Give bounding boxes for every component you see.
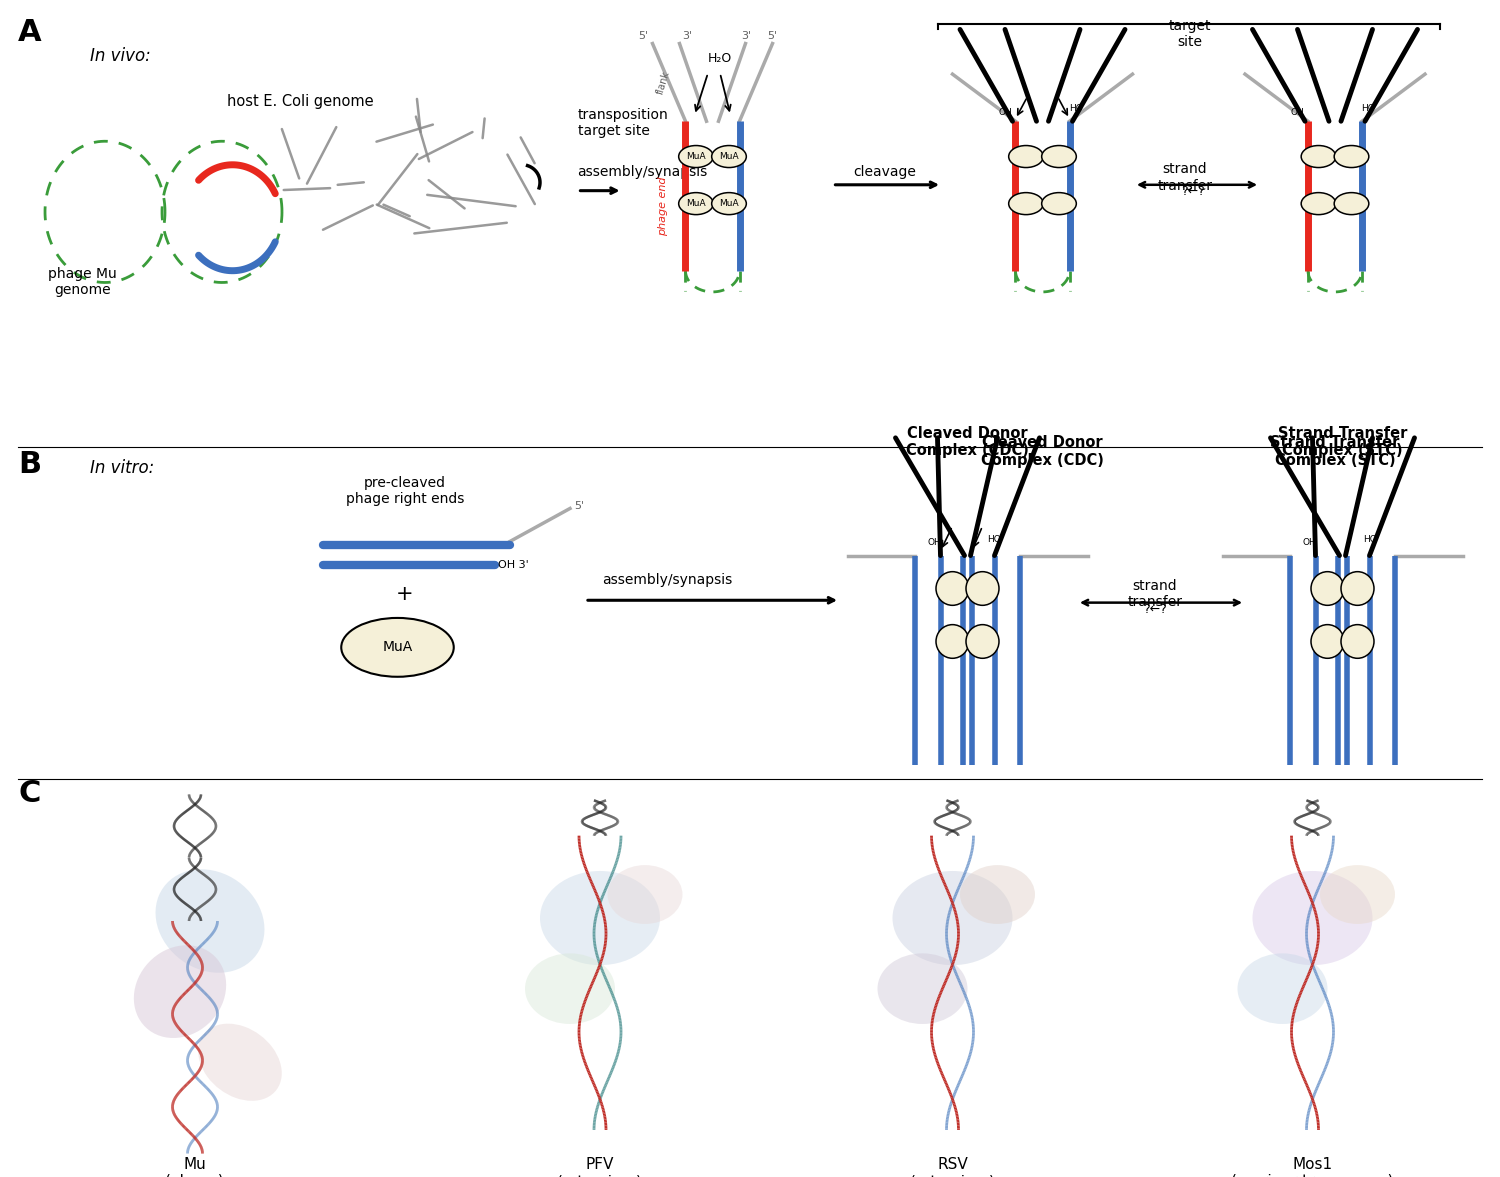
Text: B: B [18,450,40,479]
Ellipse shape [1300,193,1336,214]
Ellipse shape [960,865,1035,924]
Text: OH: OH [1290,107,1305,117]
Ellipse shape [1041,193,1077,214]
Text: +: + [396,585,414,604]
Ellipse shape [966,572,999,605]
Ellipse shape [936,572,969,605]
Text: assembly/synapsis: assembly/synapsis [603,573,732,587]
Ellipse shape [1311,572,1344,605]
Ellipse shape [711,146,747,167]
Text: PFV
(retrovirus): PFV (retrovirus) [556,1157,644,1177]
Ellipse shape [134,945,226,1038]
Ellipse shape [1341,572,1374,605]
Text: pre-cleaved
phage right ends: pre-cleaved phage right ends [346,476,464,506]
Ellipse shape [711,193,747,214]
Ellipse shape [678,193,714,214]
Text: phage end: phage end [658,177,668,235]
Text: In vitro:: In vitro: [90,459,154,477]
Text: HO: HO [1068,104,1083,113]
Ellipse shape [1334,146,1370,167]
Ellipse shape [525,953,615,1024]
Ellipse shape [1008,146,1044,167]
Ellipse shape [1041,146,1077,167]
Ellipse shape [1252,871,1372,965]
Text: MuA: MuA [686,152,706,161]
Text: Cleaved Donor
Complex (CDC): Cleaved Donor Complex (CDC) [981,435,1104,468]
Text: OH: OH [998,107,1012,117]
Text: target
site: target site [1168,19,1210,49]
Text: OH: OH [927,538,942,547]
Text: 3': 3' [741,31,752,41]
Text: MuA: MuA [686,199,706,208]
Ellipse shape [340,618,453,677]
Text: 5': 5' [766,31,777,41]
Text: A: A [18,18,42,47]
Text: OH: OH [1302,538,1317,547]
Text: HO: HO [1360,104,1376,113]
Text: cleavage: cleavage [853,165,916,179]
Text: C: C [18,779,40,809]
Ellipse shape [156,870,264,972]
Ellipse shape [1008,193,1044,214]
Text: 3': 3' [682,31,693,41]
Text: MuA: MuA [718,152,740,161]
Text: phage Mu
genome: phage Mu genome [48,267,117,298]
Text: Mos1
(mariner transposon): Mos1 (mariner transposon) [1232,1157,1394,1177]
Text: Cleaved Donor
Complex (CDC): Cleaved Donor Complex (CDC) [906,426,1029,459]
Ellipse shape [1300,146,1336,167]
Ellipse shape [1311,625,1344,658]
Ellipse shape [608,865,682,924]
Ellipse shape [1238,953,1328,1024]
Text: In vivo:: In vivo: [90,47,150,65]
Text: flank: flank [654,69,672,95]
Ellipse shape [540,871,660,965]
Text: transposition
target site: transposition target site [578,108,669,139]
Text: MuA: MuA [718,199,740,208]
Text: Strand Transfer
Complex (STC): Strand Transfer Complex (STC) [1270,435,1400,468]
Ellipse shape [966,625,999,658]
Ellipse shape [1334,193,1370,214]
Text: ?←?: ?←? [1143,604,1167,617]
Ellipse shape [198,1024,282,1100]
Text: 5': 5' [638,31,648,41]
Text: OH 3': OH 3' [498,560,528,570]
Text: Strand Transfer
Complex (STC): Strand Transfer Complex (STC) [1278,426,1407,459]
Text: assembly/synapsis: assembly/synapsis [578,165,708,179]
Text: strand
transfer: strand transfer [1128,579,1182,610]
Text: Mu
(phage): Mu (phage) [165,1157,225,1177]
Ellipse shape [892,871,1013,965]
Text: MuA: MuA [382,640,412,654]
Ellipse shape [878,953,968,1024]
Text: strand
transfer: strand transfer [1158,162,1212,193]
Text: H₂O: H₂O [708,52,732,65]
Ellipse shape [678,146,714,167]
Text: ?←?: ?←? [1180,186,1204,199]
Text: HO: HO [1362,534,1377,544]
Ellipse shape [936,625,969,658]
Text: 5': 5' [574,501,585,511]
Ellipse shape [1341,625,1374,658]
Text: RSV
(retrovirus): RSV (retrovirus) [909,1157,996,1177]
Ellipse shape [1320,865,1395,924]
Text: host E. Coli genome: host E. Coli genome [226,94,374,109]
Text: HO: HO [987,534,1002,544]
